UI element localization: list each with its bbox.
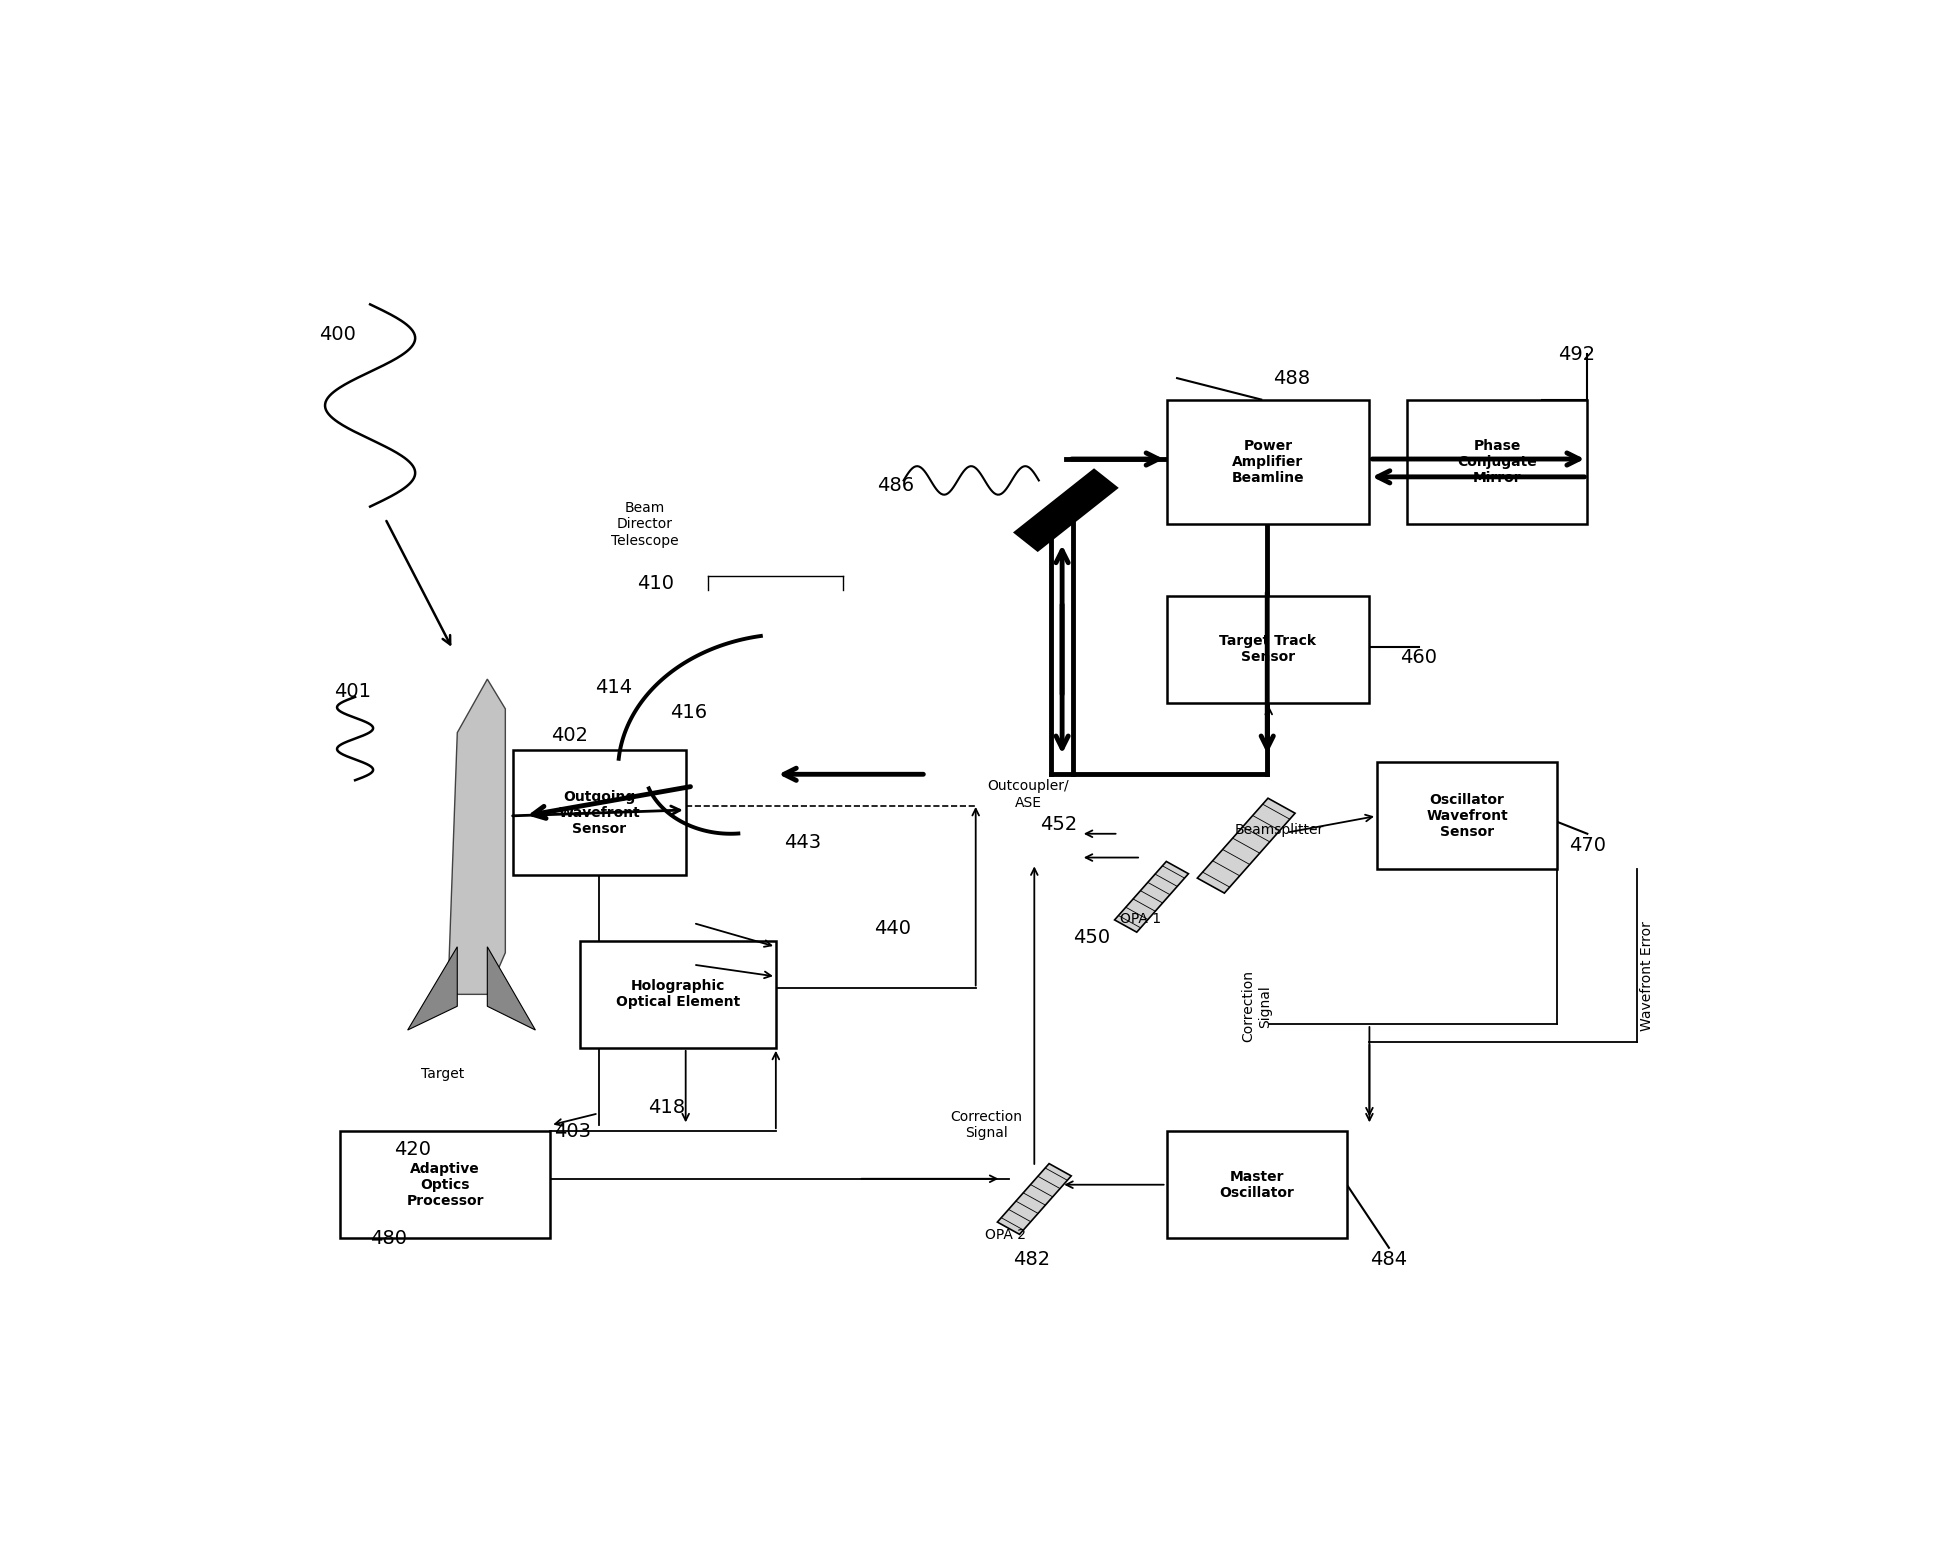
Text: Adaptive
Optics
Processor: Adaptive Optics Processor [407, 1162, 485, 1208]
Text: 460: 460 [1400, 649, 1437, 667]
Text: Correction
Signal: Correction Signal [1241, 970, 1272, 1043]
FancyBboxPatch shape [1167, 596, 1369, 703]
Polygon shape [1014, 470, 1117, 552]
Polygon shape [487, 947, 535, 1031]
Polygon shape [1115, 862, 1189, 932]
Text: Beamsplitter: Beamsplitter [1235, 823, 1324, 837]
Text: 401: 401 [334, 681, 370, 700]
Text: 400: 400 [318, 324, 355, 343]
Text: 492: 492 [1559, 345, 1596, 363]
Polygon shape [448, 680, 506, 995]
Text: 470: 470 [1569, 836, 1605, 854]
Text: 402: 402 [551, 726, 588, 745]
Text: 480: 480 [370, 1228, 407, 1248]
Text: Phase
Conjugate
Mirror: Phase Conjugate Mirror [1458, 439, 1538, 485]
FancyBboxPatch shape [580, 941, 776, 1048]
Text: 452: 452 [1039, 814, 1076, 834]
Text: OPA 1: OPA 1 [1121, 913, 1161, 927]
Text: OPA 2: OPA 2 [985, 1228, 1026, 1242]
Text: Master
Oscillator: Master Oscillator [1220, 1170, 1293, 1200]
Text: 484: 484 [1371, 1250, 1408, 1268]
Text: Oscillator
Wavefront
Sensor: Oscillator Wavefront Sensor [1427, 793, 1509, 839]
Text: 486: 486 [878, 476, 915, 494]
Text: Outcoupler/
ASE: Outcoupler/ ASE [987, 779, 1068, 810]
Text: Holographic
Optical Element: Holographic Optical Element [617, 980, 741, 1009]
Text: 410: 410 [638, 575, 675, 593]
Text: 403: 403 [555, 1122, 591, 1140]
FancyBboxPatch shape [1167, 400, 1369, 524]
FancyBboxPatch shape [339, 1131, 551, 1238]
Text: Outgoing
Wavefront
Sensor: Outgoing Wavefront Sensor [558, 789, 640, 836]
Polygon shape [407, 947, 458, 1031]
FancyBboxPatch shape [1377, 762, 1557, 870]
Text: 488: 488 [1272, 369, 1311, 388]
FancyBboxPatch shape [1408, 400, 1588, 524]
Text: Target Track
Sensor: Target Track Sensor [1220, 635, 1317, 664]
Text: 420: 420 [394, 1140, 430, 1159]
Polygon shape [1196, 799, 1295, 893]
Text: 443: 443 [785, 833, 822, 851]
FancyBboxPatch shape [512, 751, 686, 876]
Text: 414: 414 [595, 678, 632, 697]
Text: 482: 482 [1012, 1250, 1049, 1268]
Text: Target: Target [421, 1068, 463, 1082]
Text: Beam
Director
Telescope: Beam Director Telescope [611, 501, 679, 547]
Text: Power
Amplifier
Beamline: Power Amplifier Beamline [1231, 439, 1305, 485]
Text: 418: 418 [648, 1098, 684, 1117]
Text: Wavefront Error: Wavefront Error [1640, 921, 1654, 1032]
Text: 440: 440 [874, 919, 911, 938]
Polygon shape [997, 1163, 1070, 1234]
Text: 450: 450 [1072, 927, 1109, 947]
FancyBboxPatch shape [1167, 1131, 1348, 1238]
Text: Correction
Signal: Correction Signal [950, 1111, 1022, 1140]
Text: 416: 416 [671, 703, 708, 722]
